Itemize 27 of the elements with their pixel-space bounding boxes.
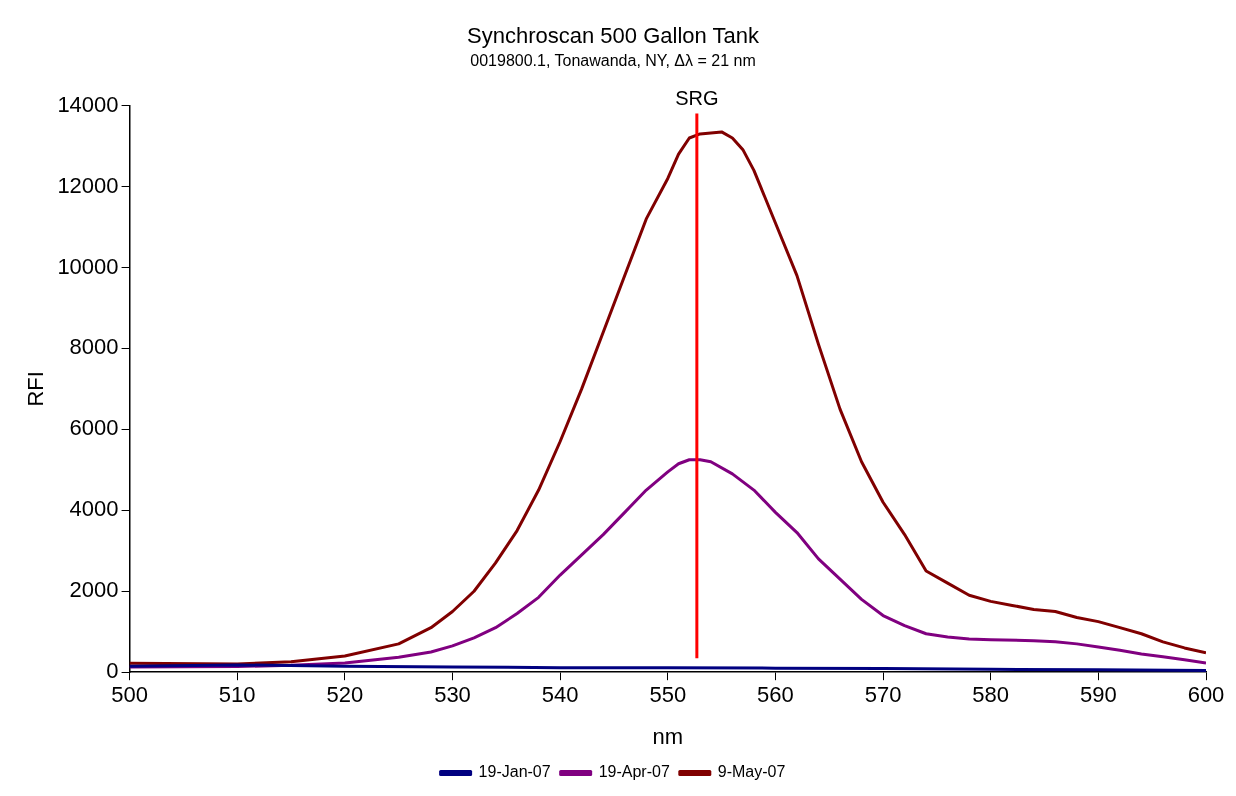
legend-label: 9-May-07 <box>717 763 786 781</box>
x-axis-title: nm <box>652 723 684 749</box>
ref-line-label: SRG <box>675 87 719 110</box>
x-tick-label: 500 <box>111 682 148 708</box>
x-tick-label: 580 <box>972 682 1010 708</box>
y-tick-label: 0 <box>106 658 119 684</box>
x-tick-label: 530 <box>434 682 471 708</box>
legend-label: 19-Jan-07 <box>478 763 551 781</box>
legend-label: 19-Apr-07 <box>598 763 670 781</box>
y-tick-label: 2000 <box>69 577 119 603</box>
y-tick-label: 12000 <box>57 172 119 198</box>
y-tick-label: 4000 <box>69 496 119 522</box>
x-tick-label: 570 <box>864 682 902 708</box>
y-tick-label: 8000 <box>69 334 119 360</box>
y-tick-label: 6000 <box>69 415 119 441</box>
x-tick-label: 510 <box>218 682 256 708</box>
x-tick-label: 600 <box>1187 682 1225 708</box>
y-axis-title: RFI <box>23 371 49 407</box>
x-tick-label: 520 <box>326 682 364 708</box>
y-tick-label: 10000 <box>57 253 119 279</box>
chart-title: Synchroscan 500 Gallon Tank <box>467 23 760 49</box>
chart-subtitle: 0019800.1, Tonawanda, NY, Δλ = 21 nm <box>470 52 756 70</box>
x-tick-label: 550 <box>649 682 687 708</box>
x-tick-label: 540 <box>541 682 579 708</box>
y-tick-label: 14000 <box>57 91 119 117</box>
x-tick-label: 560 <box>757 682 794 708</box>
x-tick-label: 590 <box>1080 682 1117 708</box>
